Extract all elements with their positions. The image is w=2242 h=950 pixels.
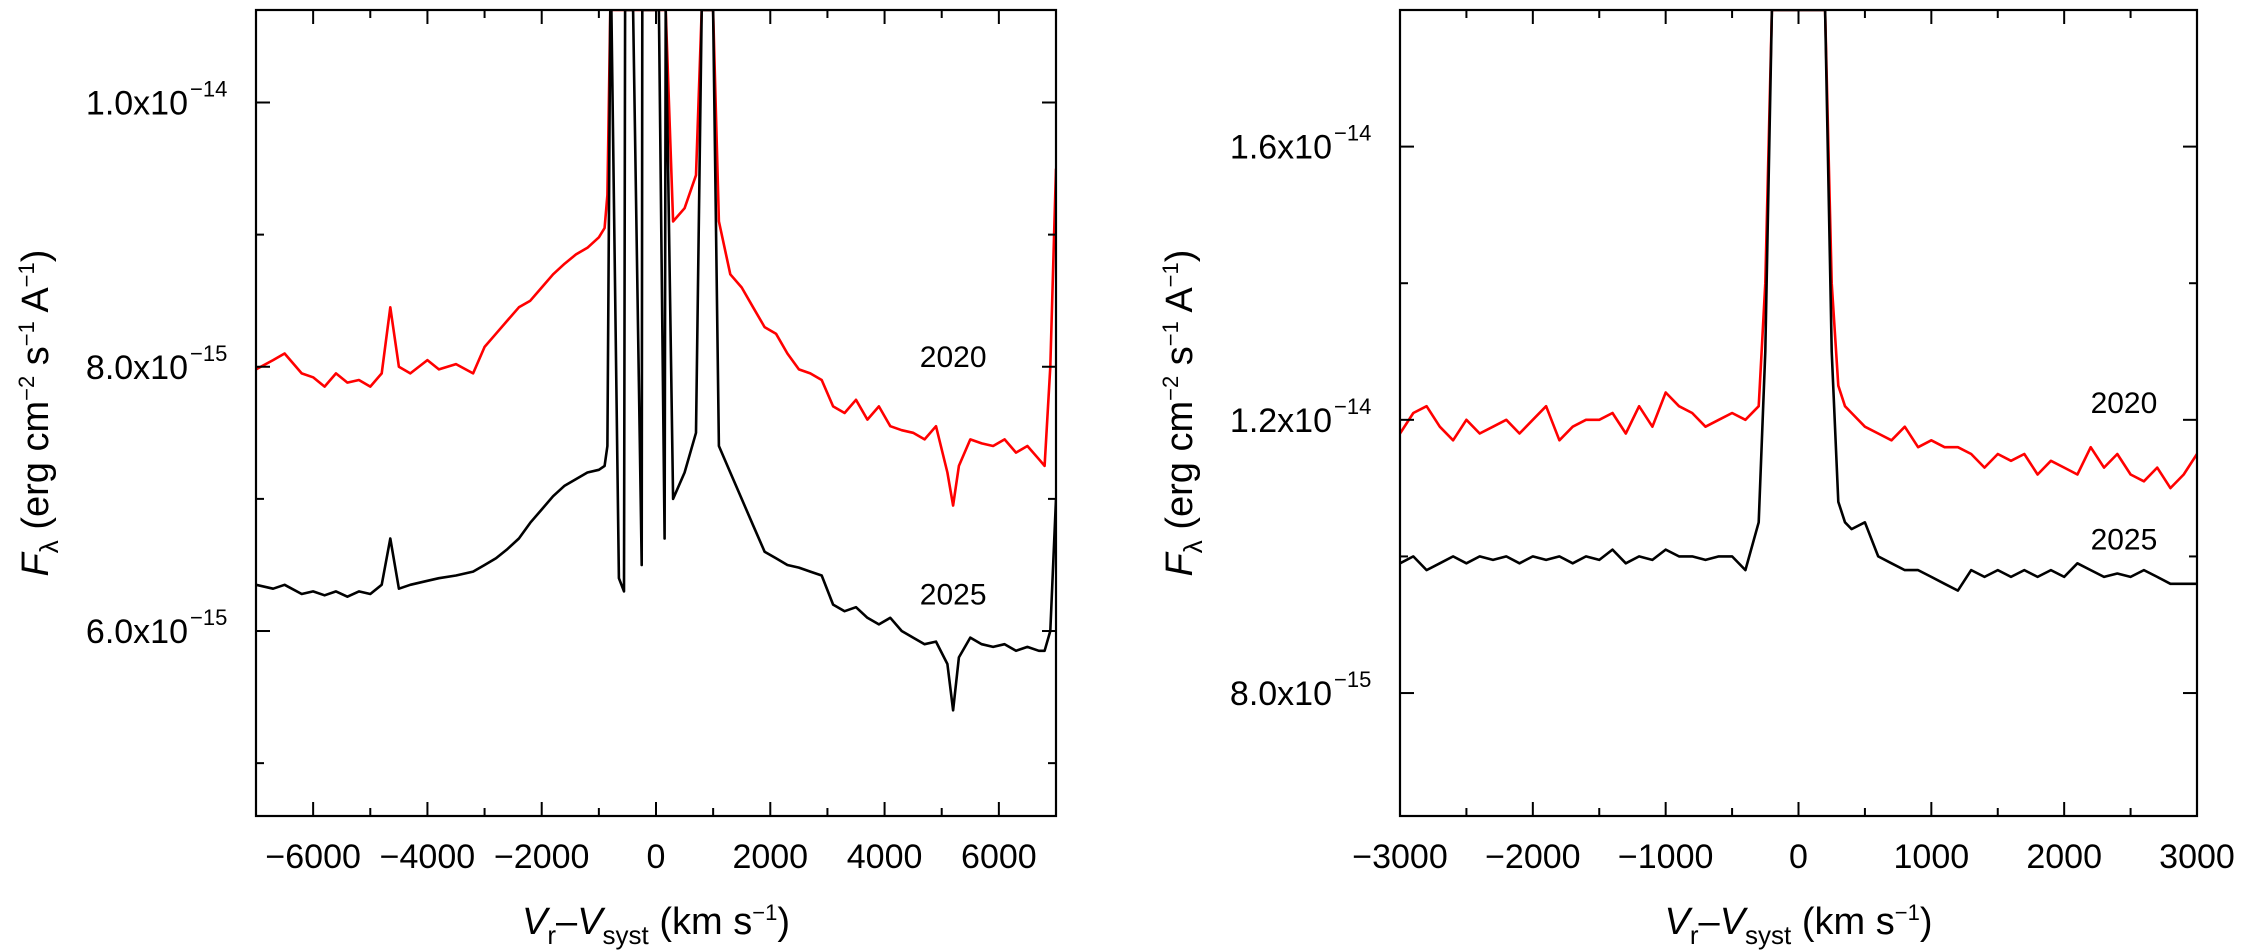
y-tick-mantissa: 1.6x10: [1230, 129, 1332, 167]
y-tick-label: 1.2x10: [1230, 402, 1332, 440]
x-tick-label: 2000: [2026, 838, 2102, 876]
y-tick-exponent: −15: [1334, 667, 1371, 692]
series-label-2025: 2025: [2091, 524, 2158, 557]
series-line-2020: [256, 10, 1056, 507]
x-axis-title: Vr–Vsyst (km s−1): [522, 900, 790, 950]
y-axis-title: Fλ (erg cm−2 s−1 A−1): [14, 250, 64, 577]
series-line-2025: [1400, 10, 2197, 592]
plot-frame: [1398, 8, 2199, 818]
x-tick-label: −6000: [265, 838, 361, 876]
y-tick-mantissa: 6.0x10: [86, 613, 188, 651]
x-tick-label: −2000: [1485, 838, 1581, 876]
series-label-2020: 2020: [2091, 387, 2158, 420]
y-tick-label: 8.0x10: [1230, 675, 1332, 713]
y-tick-mantissa: 8.0x10: [1230, 675, 1332, 713]
y-tick-exponent: −15: [190, 341, 227, 366]
y-tick-label: 1.6x10: [1230, 129, 1332, 167]
series-label-2025: 2025: [920, 579, 987, 612]
y-tick-exponent: −14: [190, 76, 227, 101]
x-tick-label: 2000: [732, 838, 808, 876]
y-tick-mantissa: 1.2x10: [1230, 402, 1332, 440]
y-tick-label: 1.0x10: [86, 84, 188, 122]
x-tick-label: 0: [647, 838, 666, 876]
x-tick-label: 3000: [2159, 838, 2235, 876]
x-tick-label: −4000: [380, 838, 476, 876]
x-tick-label: −1000: [1618, 838, 1714, 876]
series-line-2020: [1400, 10, 2197, 490]
x-tick-label: 6000: [961, 838, 1037, 876]
x-axis-title: Vr–Vsyst (km s−1): [1665, 900, 1933, 950]
series-line-2025: [256, 10, 1056, 712]
y-tick-exponent: −14: [1334, 121, 1371, 146]
y-tick-label: 6.0x10: [86, 613, 188, 651]
y-axis-title: Fλ (erg cm−2 s−1 A−1): [1158, 250, 1208, 577]
x-tick-label: −3000: [1352, 838, 1448, 876]
x-tick-label: 1000: [1894, 838, 1970, 876]
right-panel: −3000 −2000 −1000 0 1000 2000 3000 8.0x10 −15 1.2…: [1158, 8, 2235, 950]
x-tick-label: −2000: [494, 838, 590, 876]
y-tick-exponent: −14: [1334, 394, 1371, 419]
y-tick-mantissa: 8.0x10: [86, 349, 188, 387]
x-tick-label: 0: [1789, 838, 1808, 876]
y-tick-mantissa: 1.0x10: [86, 84, 188, 122]
series-label-2020: 2020: [920, 341, 987, 374]
y-tick-label: 8.0x10: [86, 349, 188, 387]
plot-frame: [254, 8, 1058, 818]
x-tick-label: 4000: [847, 838, 923, 876]
y-tick-exponent: −15: [190, 605, 227, 630]
